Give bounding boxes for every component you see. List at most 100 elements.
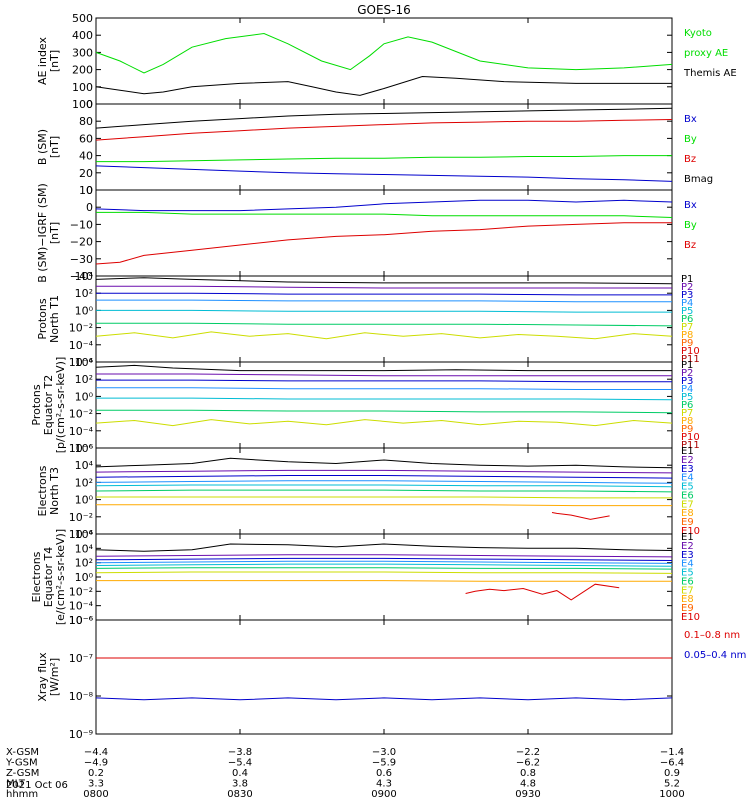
series-line bbox=[96, 379, 672, 383]
figure-title: GOES-16 bbox=[357, 3, 411, 17]
legend-entry: P9 bbox=[681, 338, 693, 349]
series-line bbox=[96, 211, 673, 218]
y-axis-label: [W/m²] bbox=[48, 658, 61, 696]
legend-entry: By bbox=[684, 220, 697, 231]
y-tick-label: 10⁻² bbox=[69, 585, 93, 598]
legend-entry: P10 bbox=[681, 432, 700, 443]
series-line bbox=[95, 119, 673, 141]
legend-entry: P10 bbox=[681, 346, 700, 357]
legend-entry: P6 bbox=[681, 314, 693, 325]
y-tick-label: 300 bbox=[72, 46, 93, 59]
series-line bbox=[96, 285, 672, 289]
series-line bbox=[95, 571, 673, 574]
legend-entry: 0.1–0.8 nm bbox=[684, 630, 740, 641]
legend-entry: E9 bbox=[681, 603, 694, 614]
legend-entry: P4 bbox=[681, 298, 693, 309]
series-line bbox=[95, 199, 673, 212]
y-tick-label: 10⁰ bbox=[75, 571, 94, 584]
y-axis-label: Protons bbox=[36, 298, 49, 339]
y-tick-label: 10⁰ bbox=[75, 494, 94, 507]
y-tick-label: 20 bbox=[79, 167, 93, 180]
series-line bbox=[95, 484, 673, 488]
series-line bbox=[96, 504, 672, 507]
legend-entry: P6 bbox=[681, 400, 693, 411]
legend-entry: E10 bbox=[681, 612, 700, 623]
series-line bbox=[95, 563, 673, 567]
series-line bbox=[96, 409, 673, 414]
y-tick-label: 10² bbox=[75, 557, 93, 570]
series-line bbox=[96, 309, 672, 313]
series-line bbox=[96, 155, 672, 163]
panel-frame bbox=[95, 189, 673, 277]
legend-entry: Themis AE bbox=[683, 68, 737, 79]
x-row-label: MLT bbox=[6, 779, 26, 790]
x-row-value: −3.0 bbox=[372, 747, 396, 758]
legend-entry: E3 bbox=[681, 464, 694, 475]
y-axis-label: North T1 bbox=[48, 295, 61, 343]
x-row-value: 0.8 bbox=[520, 768, 536, 779]
series-line bbox=[95, 554, 673, 558]
x-row-value: −6.2 bbox=[516, 758, 540, 769]
x-row-value: 4.3 bbox=[376, 779, 392, 790]
series-line bbox=[95, 222, 672, 265]
x-row-value: 5.2 bbox=[664, 779, 680, 790]
y-tick-label: 60 bbox=[79, 132, 93, 145]
legend-entry: E9 bbox=[681, 517, 694, 528]
panel-frame bbox=[95, 619, 673, 735]
legend-entry: E4 bbox=[681, 473, 694, 484]
y-axis-label: Equator T2 bbox=[42, 375, 55, 435]
legend-entry: P8 bbox=[681, 330, 693, 341]
legend-entry: E1 bbox=[681, 532, 694, 543]
series-line bbox=[95, 697, 673, 701]
y-tick-label: 10² bbox=[75, 476, 93, 489]
legend-entry: Bx bbox=[684, 200, 697, 211]
y-tick-label: 10 bbox=[79, 184, 93, 197]
x-row-label: X-GSM bbox=[6, 747, 39, 758]
y-tick-label: 10⁶ bbox=[75, 528, 94, 541]
legend-entry: P3 bbox=[681, 376, 693, 387]
x-row-value: −5.9 bbox=[372, 758, 396, 769]
series-line bbox=[95, 165, 673, 182]
series-line bbox=[95, 75, 672, 96]
y-tick-label: 10⁰ bbox=[75, 390, 94, 403]
x-row-value: −4.9 bbox=[84, 758, 108, 769]
legend-entry: E6 bbox=[681, 490, 694, 501]
y-axis-label: [e/(cm²-s-sr-keV)] bbox=[54, 529, 67, 625]
legend-entry: P8 bbox=[681, 416, 693, 427]
x-row-value: −3.8 bbox=[228, 747, 252, 758]
x-row-value: −6.4 bbox=[660, 758, 684, 769]
x-row-value: 0.6 bbox=[376, 768, 392, 779]
series-line bbox=[95, 567, 673, 570]
series-line bbox=[95, 489, 673, 493]
series-line bbox=[95, 480, 673, 484]
y-tick-label: 10⁻⁶ bbox=[69, 356, 94, 369]
y-tick-label: 40 bbox=[79, 150, 93, 163]
y-tick-label: 10⁻² bbox=[69, 511, 93, 524]
x-row-value: 0.9 bbox=[664, 768, 680, 779]
legend-entry: E5 bbox=[681, 482, 694, 493]
x-row-value: 1000 bbox=[659, 789, 684, 800]
y-axis-label: Protons bbox=[30, 384, 43, 425]
y-axis-label: Electrons bbox=[30, 551, 43, 602]
series-line bbox=[96, 299, 672, 303]
series-line bbox=[96, 397, 673, 401]
y-tick-label: 500 bbox=[72, 12, 93, 25]
panel-8: 10⁻⁹ 10⁻⁸ 10⁻⁷ 10⁻⁶ Xray flux [W/m²] 0.1–0.8 n… bbox=[36, 614, 746, 741]
legend-entry: P11 bbox=[681, 440, 700, 451]
y-tick-label: 10⁻⁴ bbox=[69, 339, 94, 352]
y-tick-label: −10 bbox=[70, 218, 93, 231]
legend-entry: E2 bbox=[681, 541, 694, 552]
legend-entry: proxy AE bbox=[684, 48, 728, 59]
panel-5: 10⁻⁶ 10⁻⁴ 10⁻² 10⁰ 10² 10⁴ Protons Equator T2 [p… bbox=[30, 356, 700, 455]
series-line bbox=[95, 457, 673, 469]
y-tick-label: 10² bbox=[75, 373, 93, 386]
y-tick-label: 400 bbox=[72, 29, 93, 42]
legend-entry: P9 bbox=[681, 424, 693, 435]
legend-entry: P2 bbox=[681, 368, 693, 379]
y-tick-label: 200 bbox=[72, 64, 93, 77]
x-row-value: 0900 bbox=[371, 789, 396, 800]
series-line bbox=[95, 560, 673, 564]
series-line bbox=[96, 292, 672, 296]
